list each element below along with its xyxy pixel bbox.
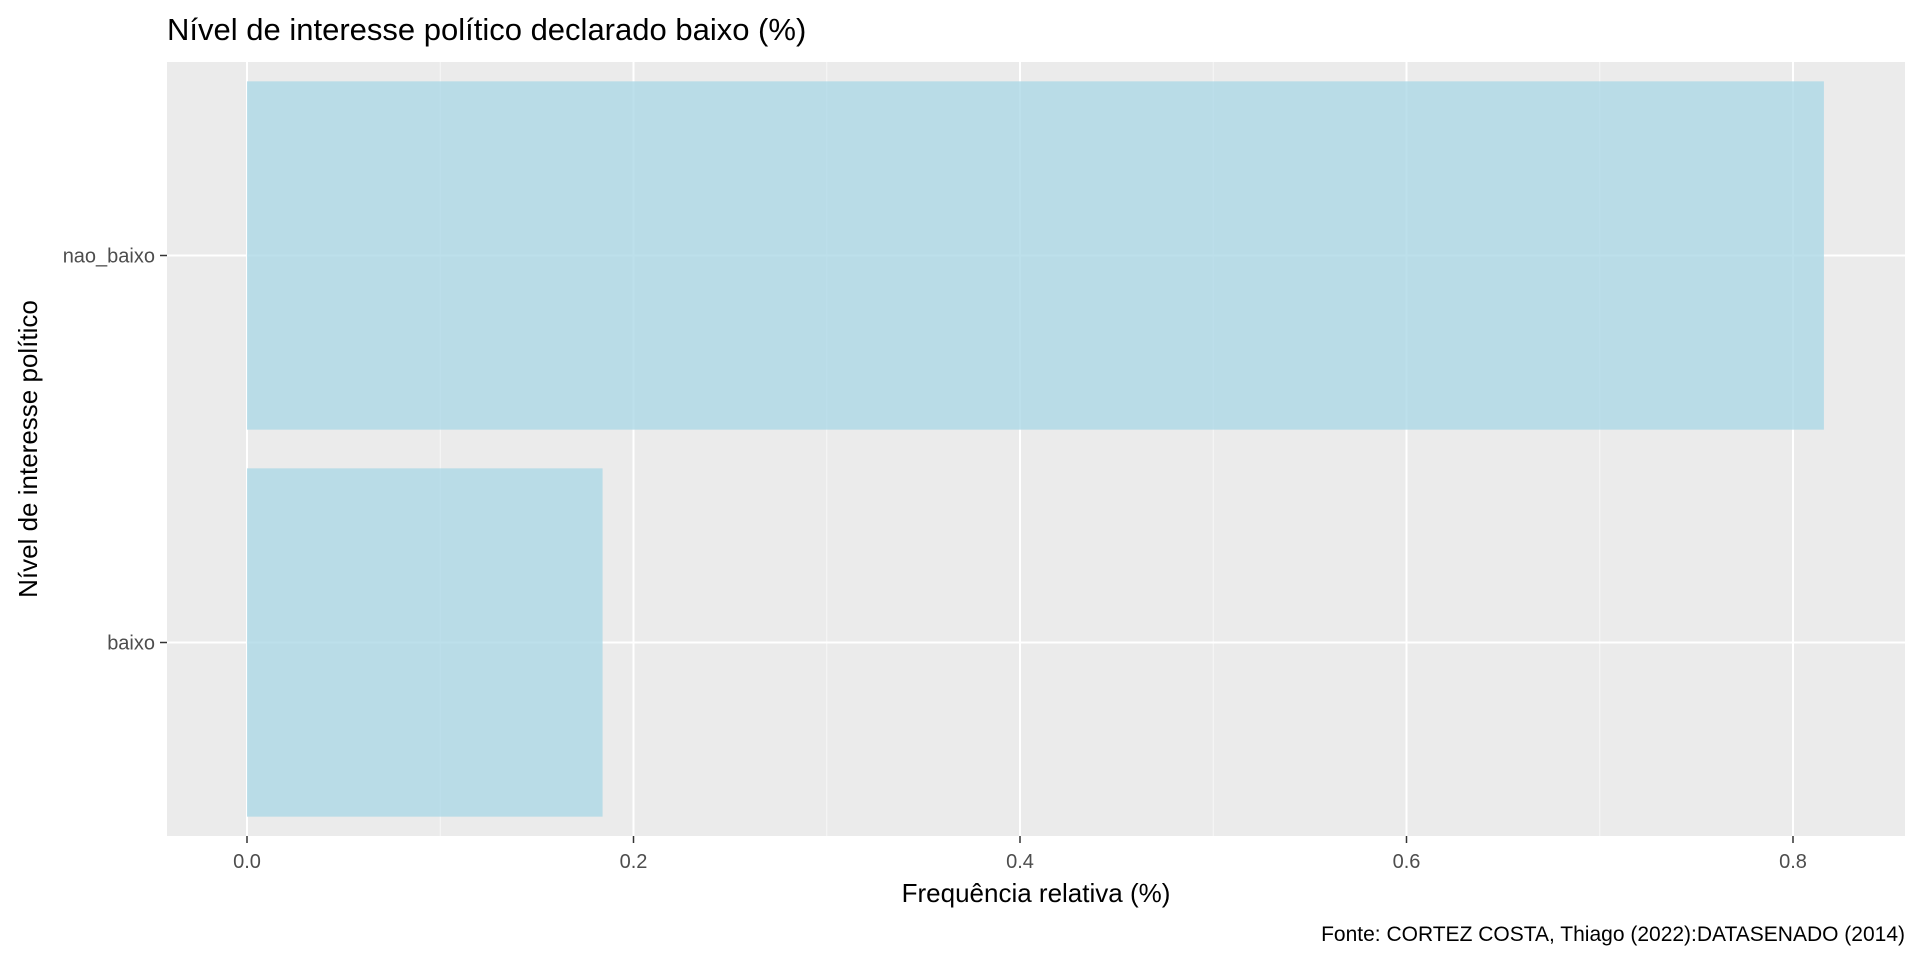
axis-ticks: 0.0 0.2 0.4 0.6 0.8 baixo nao_baixo — [63, 246, 1807, 874]
chart-caption: Fonte: CORTEZ COSTA, Thiago (2022):DATAS… — [1321, 923, 1905, 946]
y-tick-label: nao_baixo — [63, 246, 155, 268]
bar-nao_baixo — [247, 81, 1824, 430]
x-tick-label: 0.0 — [233, 851, 261, 873]
bar-baixo — [247, 468, 603, 817]
x-tick-label: 0.2 — [620, 851, 648, 873]
y-tick-label: baixo — [107, 633, 155, 655]
x-tick-label: 0.8 — [1779, 851, 1807, 873]
chart-title: Nível de interesse político declarado ba… — [167, 12, 806, 47]
x-tick-label: 0.4 — [1006, 851, 1034, 873]
y-axis-title: Nível de interesse político — [13, 300, 43, 598]
x-axis-title: Frequência relativa (%) — [902, 878, 1171, 908]
x-tick-label: 0.6 — [1393, 851, 1421, 873]
bars — [247, 81, 1824, 817]
